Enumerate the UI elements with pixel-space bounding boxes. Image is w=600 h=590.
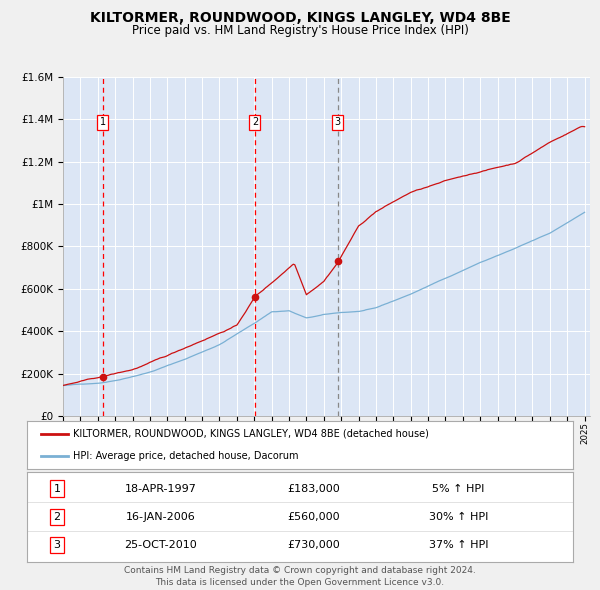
Text: 1: 1: [53, 484, 61, 494]
Text: 5% ↑ HPI: 5% ↑ HPI: [432, 484, 485, 494]
Text: Contains HM Land Registry data © Crown copyright and database right 2024.
This d: Contains HM Land Registry data © Crown c…: [124, 566, 476, 587]
Text: 37% ↑ HPI: 37% ↑ HPI: [428, 540, 488, 550]
Text: KILTORMER, ROUNDWOOD, KINGS LANGLEY, WD4 8BE: KILTORMER, ROUNDWOOD, KINGS LANGLEY, WD4…: [89, 11, 511, 25]
Text: 16-JAN-2006: 16-JAN-2006: [126, 512, 196, 522]
Text: 25-OCT-2010: 25-OCT-2010: [124, 540, 197, 550]
Text: Price paid vs. HM Land Registry's House Price Index (HPI): Price paid vs. HM Land Registry's House …: [131, 24, 469, 37]
Text: HPI: Average price, detached house, Dacorum: HPI: Average price, detached house, Daco…: [73, 451, 299, 461]
Text: 30% ↑ HPI: 30% ↑ HPI: [428, 512, 488, 522]
Text: 2: 2: [252, 117, 258, 127]
Text: 3: 3: [53, 540, 61, 550]
Text: 1: 1: [100, 117, 106, 127]
Text: KILTORMER, ROUNDWOOD, KINGS LANGLEY, WD4 8BE (detached house): KILTORMER, ROUNDWOOD, KINGS LANGLEY, WD4…: [73, 429, 429, 439]
Text: 2: 2: [53, 512, 61, 522]
Text: £183,000: £183,000: [287, 484, 340, 494]
Text: 18-APR-1997: 18-APR-1997: [125, 484, 197, 494]
Text: £730,000: £730,000: [287, 540, 340, 550]
Text: £560,000: £560,000: [287, 512, 340, 522]
Text: 3: 3: [335, 117, 341, 127]
